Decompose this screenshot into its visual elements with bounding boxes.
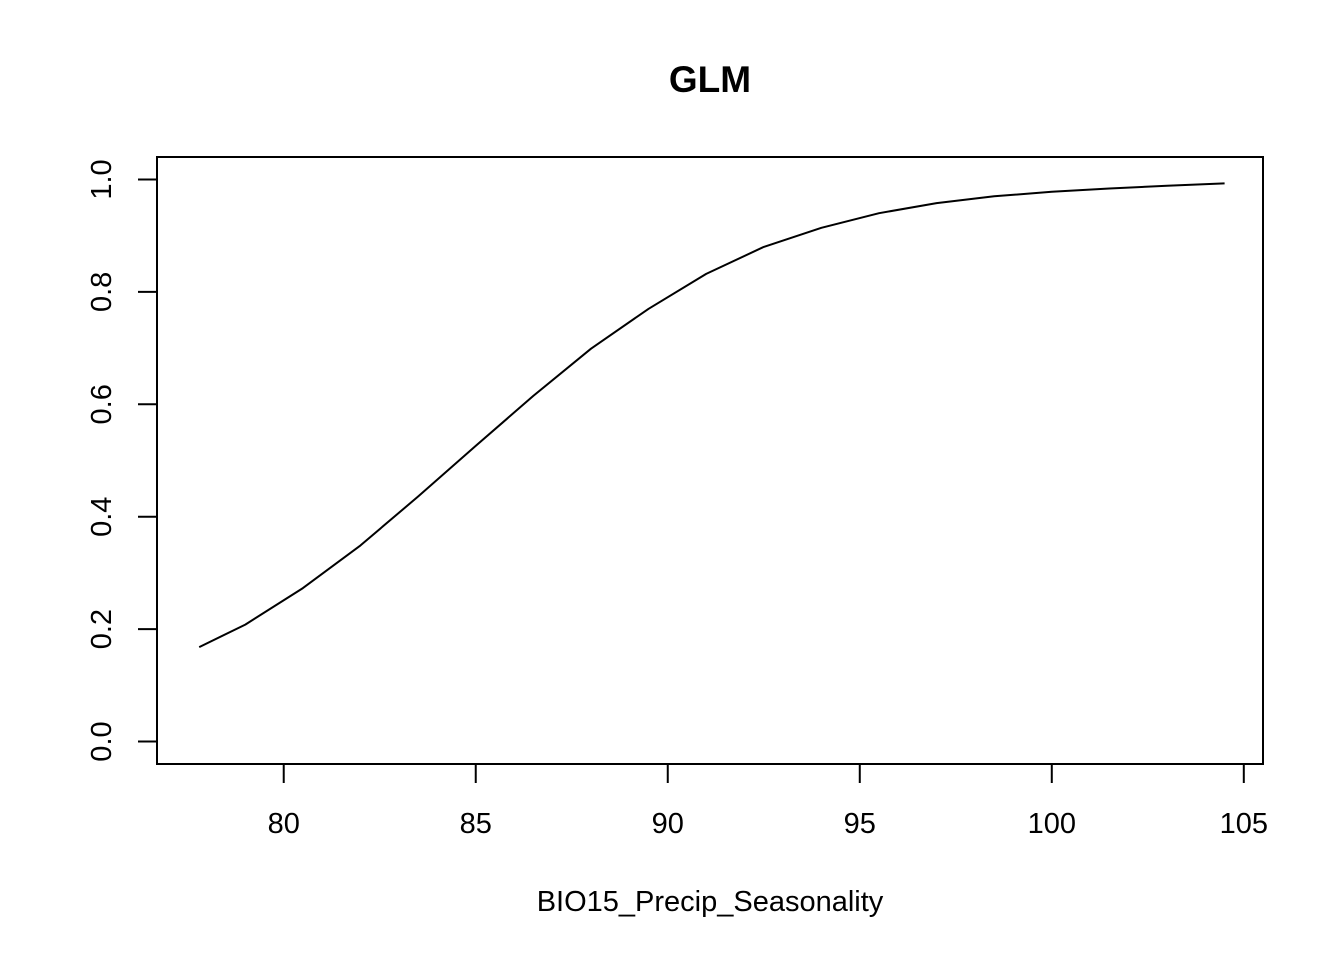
y-tick-label: 0.2: [86, 609, 118, 649]
x-axis: 80 85 90 95 100 105: [268, 763, 1268, 840]
y-axis: 0.0 0.2 0.4 0.6 0.8 1.0: [86, 159, 158, 762]
x-tick-label: 90: [652, 808, 684, 840]
x-axis-label: BIO15_Precip_Seasonality: [537, 886, 884, 918]
x-tick-label: 95: [844, 808, 876, 840]
series-line: [198, 182, 1225, 648]
y-tick-label: 0.6: [86, 384, 118, 424]
x-tick-label: 80: [268, 808, 300, 840]
chart-title: GLM: [669, 59, 751, 100]
y-tick-label: 0.8: [86, 272, 118, 312]
x-tick-label: 105: [1220, 808, 1268, 840]
x-tick-label: 85: [460, 808, 492, 840]
plot-frame: [156, 156, 1264, 765]
x-tick-label: 100: [1028, 808, 1076, 840]
y-tick-label: 1.0: [86, 159, 118, 199]
series-layer: [198, 182, 1225, 648]
y-tick-label: 0.0: [86, 721, 118, 761]
y-tick-label: 0.4: [86, 497, 118, 537]
